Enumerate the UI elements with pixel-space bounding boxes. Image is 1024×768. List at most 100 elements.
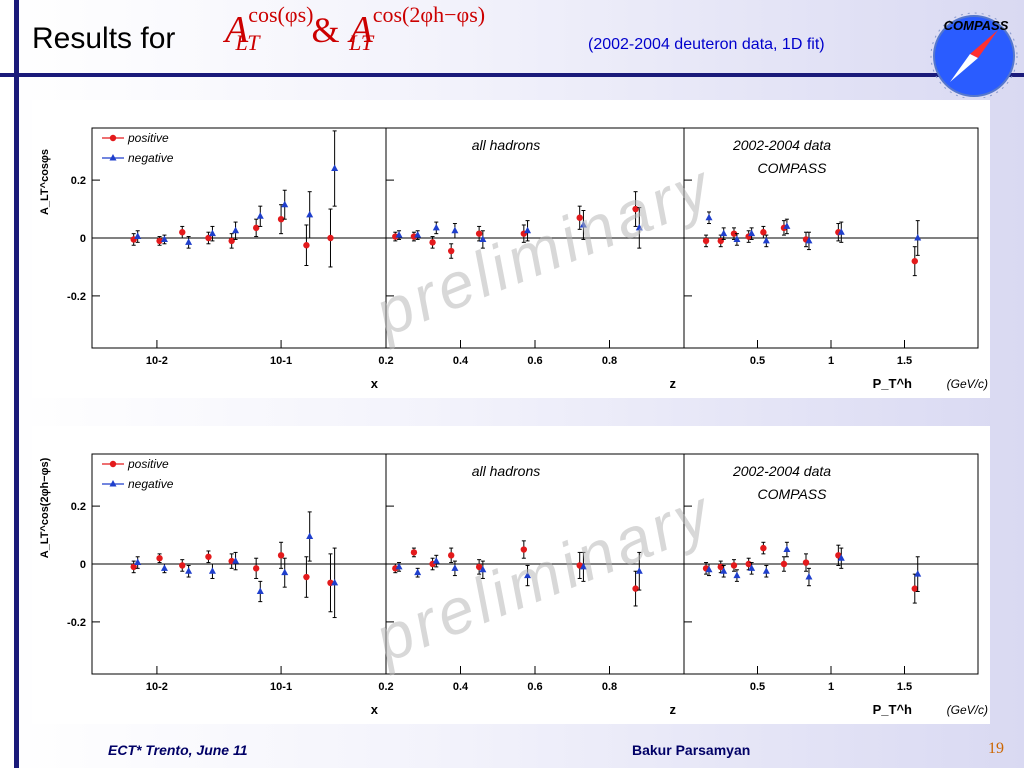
marker-circle (205, 234, 212, 242)
x-tick-label: 10-2 (146, 355, 168, 367)
marker-triangle (837, 228, 845, 235)
marker-triangle (705, 565, 713, 573)
marker-triangle (837, 554, 845, 561)
data-point-positive (156, 553, 163, 564)
x-tick-label: 10-1 (270, 355, 292, 367)
marker-circle (429, 239, 436, 246)
data-point-negative (524, 220, 532, 242)
chart-svg-top: A_LT^cosφs 0.2 0 -0.2 10-2 10-1 x 0.2 0.4 0.6 0.8 z… (39, 127, 988, 391)
legend: positive negative (102, 131, 174, 165)
marker-triangle (414, 568, 422, 576)
marker-circle (632, 585, 639, 592)
marker-triangle (432, 557, 440, 564)
x-tick-label: 0.2 (378, 681, 393, 693)
formula-sub2: LT (349, 30, 374, 55)
marker-circle (130, 563, 137, 571)
footer-author: Bakur Parsamyan (632, 742, 751, 758)
x-tick-label: 0.4 (453, 681, 469, 693)
data-point-negative (635, 551, 643, 591)
data-point-negative (185, 564, 193, 578)
marker-circle (447, 247, 455, 255)
marker-triangle (414, 231, 422, 238)
marker-circle (802, 559, 810, 566)
marker-circle (179, 562, 186, 569)
data-point-positive (730, 227, 738, 240)
data-point-positive (730, 559, 738, 572)
x-tick-label: 10-2 (146, 681, 168, 693)
marker-triangle (705, 213, 713, 221)
marker-circle (277, 552, 285, 559)
watermark-preliminary: preliminary (363, 475, 723, 676)
marker-triangle (762, 236, 770, 244)
y-tick-label: 0.2 (71, 501, 86, 513)
watermark-preliminary: preliminary (363, 149, 723, 350)
marker-triangle (762, 567, 770, 574)
marker-triangle (331, 578, 339, 586)
marker-triangle (395, 562, 403, 570)
legend-label: negative (128, 477, 174, 491)
formula-ampersand: & (311, 10, 340, 50)
x-tick-label: 0.6 (527, 355, 542, 367)
marker-circle (327, 234, 334, 242)
data-point-negative (914, 220, 922, 256)
annotation-compass: COMPASS (758, 160, 828, 176)
marker-triangle (783, 545, 791, 553)
chart-panel-bottom: A_LT^cos(2φh−φs) 0.2 0 -0.2 10-2 10-1 x 0.2 0.4 0… (32, 426, 990, 724)
annotation-all-hadrons: all hadrons (472, 463, 541, 479)
marker-triangle (185, 238, 193, 245)
data-point-positive (327, 208, 334, 268)
marker-circle (447, 552, 455, 559)
marker-triangle (208, 229, 216, 237)
data-point-positive (179, 559, 186, 572)
marker-circle (911, 585, 918, 592)
marker-triangle (720, 567, 728, 574)
marker-circle (475, 563, 483, 571)
x-tick-label: 0.8 (602, 681, 617, 693)
data-point-positive (760, 541, 767, 555)
y-tick-label: 0 (80, 233, 86, 245)
marker-triangle (733, 235, 741, 242)
x-tick-label: 10-1 (270, 681, 292, 693)
y-axis-label: A_LT^cosφs (39, 149, 51, 215)
data-point-negative (524, 564, 532, 587)
data-point-negative (635, 207, 643, 249)
marker-triangle (524, 226, 532, 234)
formula-sup1: cos(φs) (248, 2, 314, 27)
marker-circle (252, 565, 260, 572)
data-point-positive (130, 233, 137, 246)
data-point-positive (632, 191, 639, 227)
legend-marker (109, 480, 117, 487)
marker-circle (277, 215, 285, 223)
x-axis-label: P_T^h (873, 376, 912, 391)
x-axis-label: P_T^h (873, 702, 912, 717)
marker-triangle (232, 226, 240, 234)
data-point-positive (205, 550, 212, 564)
data-point-positive (130, 560, 137, 574)
data-point-negative (479, 230, 487, 249)
marker-circle (760, 544, 767, 552)
data-point-negative (256, 205, 264, 227)
marker-circle (410, 233, 418, 240)
data-point-negative (579, 551, 587, 582)
compass-logo: COMPASS (930, 12, 1018, 98)
data-point-negative (134, 556, 142, 569)
marker-triangle (306, 210, 314, 218)
data-point-positive (205, 231, 212, 245)
marker-circle (520, 546, 528, 553)
marker-triangle (914, 234, 922, 241)
marker-triangle (783, 222, 791, 229)
data-point-positive (252, 557, 260, 579)
formula-sup2: cos(2φh−φs) (372, 2, 486, 27)
data-point-negative (748, 562, 756, 575)
marker-triangle (432, 223, 440, 231)
marker-triangle (748, 229, 756, 237)
data-point-negative (432, 554, 440, 568)
data-point-negative (208, 563, 216, 579)
marker-triangle (805, 236, 813, 244)
marker-triangle (134, 232, 142, 240)
marker-circle (475, 230, 483, 237)
marker-circle (252, 224, 260, 232)
annotation-all-hadrons: all hadrons (472, 137, 541, 153)
data-point-positive (277, 204, 285, 235)
data-note: (2002-2004 deuteron data, 1D fit) (588, 36, 825, 53)
